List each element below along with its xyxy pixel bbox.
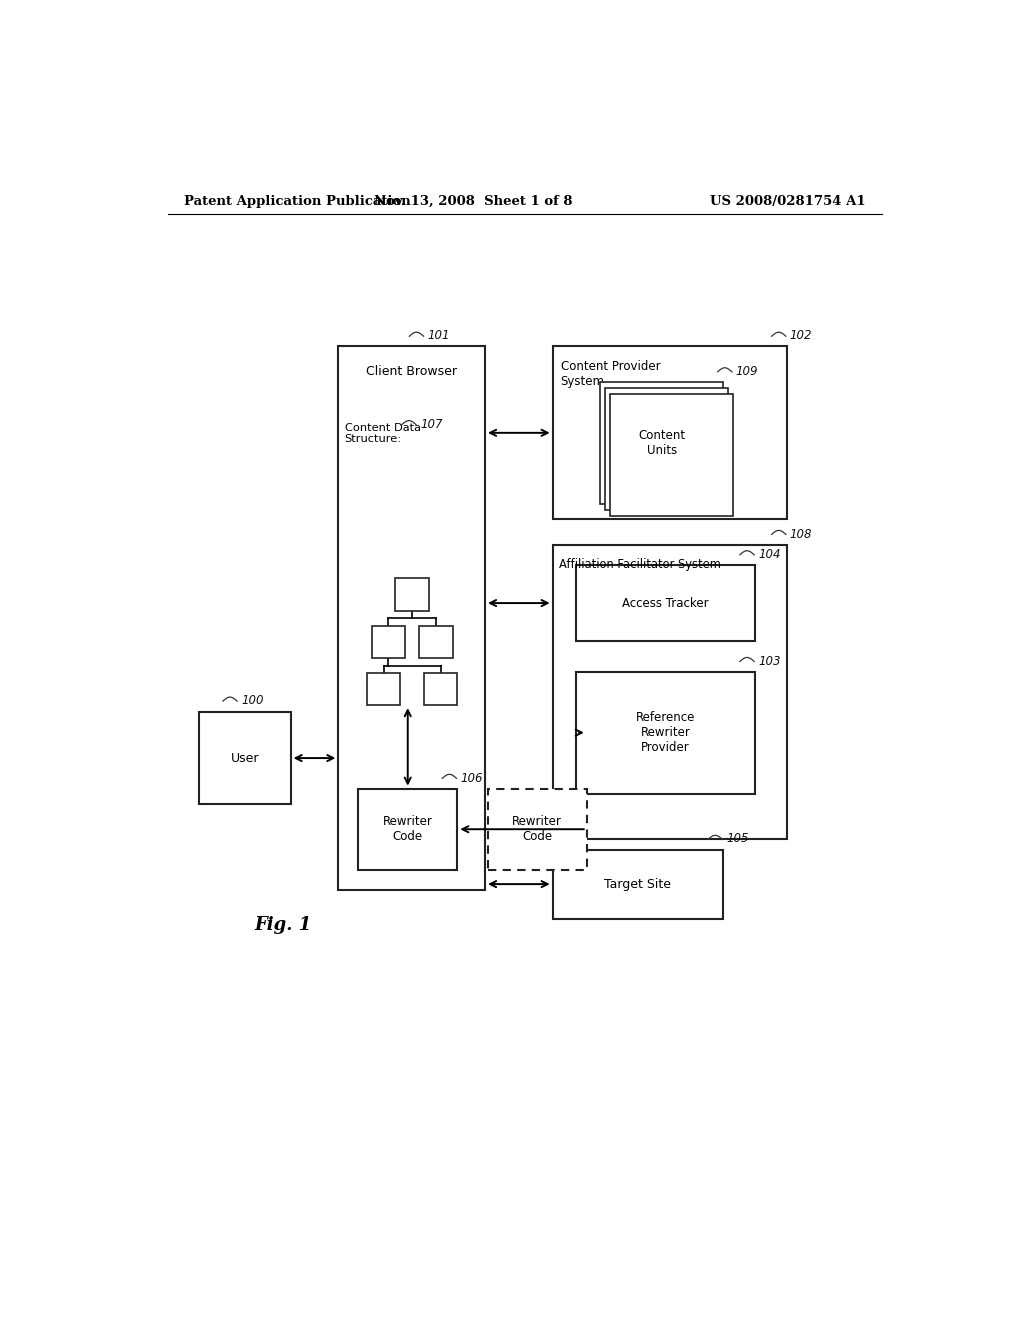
FancyBboxPatch shape [577, 672, 755, 793]
Text: Rewriter
Code: Rewriter Code [512, 816, 562, 843]
FancyBboxPatch shape [338, 346, 485, 890]
Text: 100: 100 [241, 694, 263, 708]
Text: Affiliation Facilitator System: Affiliation Facilitator System [559, 558, 721, 570]
Text: Content Data
Structure:: Content Data Structure: [345, 422, 421, 445]
Text: US 2008/0281754 A1: US 2008/0281754 A1 [711, 194, 866, 207]
Text: Reference
Rewriter
Provider: Reference Rewriter Provider [636, 711, 695, 754]
FancyBboxPatch shape [600, 381, 723, 504]
Text: Rewriter
Code: Rewriter Code [383, 816, 433, 843]
FancyBboxPatch shape [605, 388, 728, 510]
Text: 106: 106 [461, 771, 483, 784]
Text: 102: 102 [790, 330, 812, 342]
FancyBboxPatch shape [395, 578, 429, 611]
Text: Fig. 1: Fig. 1 [254, 916, 311, 933]
FancyBboxPatch shape [424, 673, 458, 705]
FancyBboxPatch shape [419, 626, 453, 659]
Text: 107: 107 [420, 418, 442, 430]
Text: 105: 105 [726, 833, 749, 846]
FancyBboxPatch shape [553, 346, 786, 519]
FancyBboxPatch shape [553, 545, 786, 840]
FancyBboxPatch shape [358, 788, 458, 870]
FancyBboxPatch shape [200, 713, 291, 804]
FancyBboxPatch shape [553, 850, 723, 919]
FancyBboxPatch shape [372, 626, 404, 659]
Text: 103: 103 [758, 655, 780, 668]
Text: 104: 104 [758, 548, 780, 561]
Text: 108: 108 [790, 528, 812, 541]
Text: Target Site: Target Site [604, 878, 672, 891]
Text: Nov. 13, 2008  Sheet 1 of 8: Nov. 13, 2008 Sheet 1 of 8 [374, 194, 572, 207]
Text: Content
Units: Content Units [638, 429, 685, 457]
Text: User: User [230, 751, 259, 764]
Text: Client Browser: Client Browser [367, 364, 457, 378]
Text: Patent Application Publication: Patent Application Publication [183, 194, 411, 207]
Text: Access Tracker: Access Tracker [623, 597, 709, 610]
FancyBboxPatch shape [367, 673, 400, 705]
Text: 109: 109 [736, 364, 759, 378]
Text: Content Provider
System: Content Provider System [560, 359, 660, 388]
FancyBboxPatch shape [609, 395, 733, 516]
Text: 101: 101 [428, 330, 451, 342]
FancyBboxPatch shape [577, 565, 755, 642]
FancyBboxPatch shape [487, 788, 587, 870]
